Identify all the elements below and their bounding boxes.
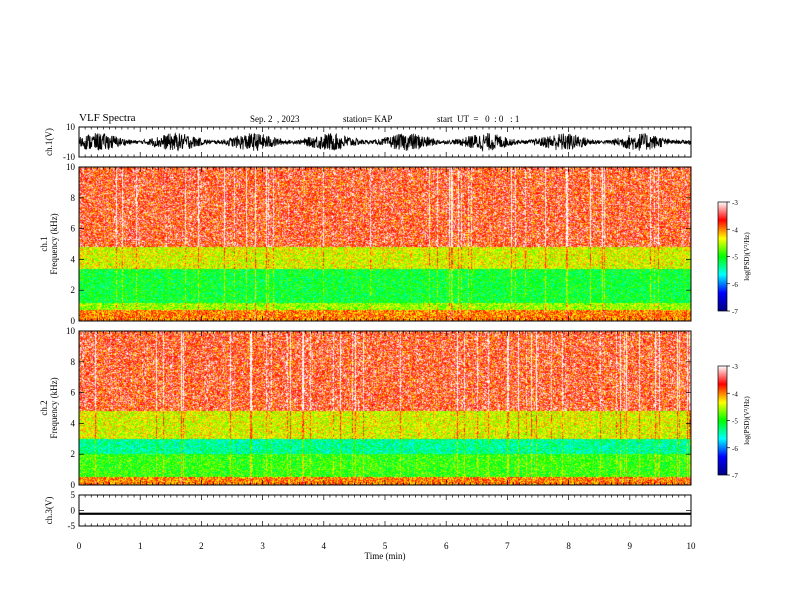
y-tick-label: 6 [71,388,76,398]
colorbar-tick-label: -7 [732,472,738,480]
colorbar-tick-label: -4 [732,226,738,234]
y-tick-label: 0 [71,506,76,516]
spectrogram-ch1 [79,167,691,321]
y-tick-label: 6 [71,224,76,234]
y-axis-label: ch.1 [39,236,49,251]
colorbar-tick-label: -5 [732,418,738,426]
y-tick-label: 10 [66,122,76,132]
x-tick-label: 9 [628,541,633,551]
y-tick-label: -10 [63,152,75,162]
y-tick-label: 10 [66,326,76,336]
colorbar-tick-label: -3 [732,363,738,371]
y-axis-label: ch.1(V) [44,128,54,156]
y-tick-label: 8 [71,357,76,367]
waveform-ch3 [79,512,691,515]
colorbar-ch2 [717,365,728,476]
colorbar-tick-label: -7 [732,308,738,316]
x-tick-label: 10 [687,541,697,551]
station-label: station= KAP [343,114,393,124]
waveform-ch1 [78,132,692,153]
y-tick-label: 0 [71,480,76,490]
spectrogram-ch2 [79,331,691,485]
y-tick-label: 0 [71,316,76,326]
y-axis-label: ch.3(V) [44,497,54,525]
colorbar-tick-label: -3 [732,199,738,207]
x-tick-label: 4 [322,541,327,551]
colorbar-tick-label: -6 [732,281,738,289]
y-tick-label: 8 [71,193,76,203]
colorbar-tick-label: -5 [732,254,738,262]
y-axis-label: ch.2 [39,400,49,415]
chart-title: VLF Spectra [79,112,136,124]
colorbar-label: log(PSD)(V²/Hz) [743,396,751,445]
colorbar-tick-label: -6 [732,445,738,453]
x-tick-label: 7 [505,541,510,551]
y-tick-label: 2 [71,285,76,295]
y-axis-label: Frequency (kHz) [49,213,59,274]
y-tick-label: 4 [71,254,76,264]
x-tick-label: 2 [199,541,204,551]
x-axis-label: Time (min) [365,551,406,561]
colorbar-tick-label: -4 [732,390,738,398]
y-axis-label: Frequency (kHz) [49,377,59,438]
start-time-label: start UT = 0 : 0 : 1 [437,114,520,124]
x-tick-label: 3 [260,541,265,551]
date-label: Sep. 2 , 2023 [250,114,300,124]
colorbar-label: log(PSD)(V²/Hz) [743,232,751,281]
y-tick-label: 2 [71,449,76,459]
x-tick-label: 8 [566,541,571,551]
x-tick-label: 0 [77,541,82,551]
y-tick-label: 5 [71,490,76,500]
x-tick-label: 5 [383,541,388,551]
y-tick-label: 4 [71,418,76,428]
y-tick-label: -5 [68,521,76,531]
colorbar-ch1 [717,201,728,312]
x-tick-label: 1 [138,541,143,551]
y-tick-label: 10 [66,162,76,172]
x-tick-label: 6 [444,541,449,551]
